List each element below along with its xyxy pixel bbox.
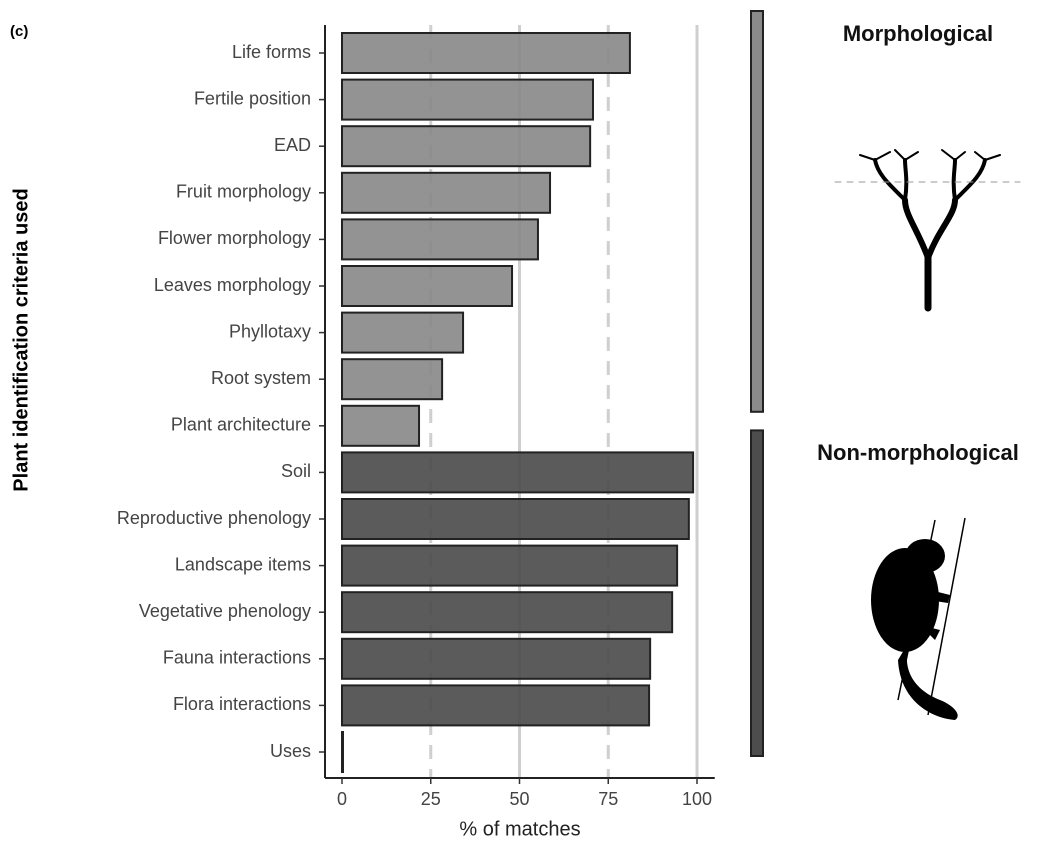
y-tick-label: Fauna interactions	[163, 648, 311, 668]
y-tick-label: Leaves morphology	[154, 275, 311, 295]
y-tick-label: Uses	[270, 741, 311, 761]
bar	[342, 173, 550, 213]
x-tick-label: 100	[682, 789, 712, 809]
bar	[342, 80, 593, 120]
y-tick-label: Phyllotaxy	[229, 321, 311, 341]
bar	[342, 639, 650, 679]
y-tick-label: EAD	[274, 135, 311, 155]
y-tick-label: Vegetative phenology	[139, 601, 311, 621]
group-bar	[751, 430, 763, 756]
panel-label: (c)	[10, 23, 28, 40]
chart: (c) % of matches Plant identification cr…	[0, 0, 1040, 844]
group-label: Non-morphological	[817, 440, 1019, 465]
y-tick-label: Landscape items	[175, 554, 311, 574]
y-tick-label: Life forms	[232, 42, 311, 62]
bar	[342, 546, 677, 586]
monkey-icon	[871, 518, 965, 720]
y-tick-label: Soil	[281, 461, 311, 481]
bar	[342, 592, 672, 632]
bar	[342, 33, 630, 73]
bar	[342, 685, 649, 725]
tree-icon	[835, 150, 1020, 308]
y-tick-label: Plant architecture	[171, 415, 311, 435]
group-label: Morphological	[843, 21, 993, 46]
x-tick-label: 0	[337, 789, 347, 809]
group-bar	[751, 11, 763, 412]
bar	[342, 219, 538, 259]
y-tick-label: Fertile position	[194, 88, 311, 108]
bar	[342, 406, 419, 446]
y-tick-label: Flower morphology	[158, 228, 311, 248]
y-tick-label: Root system	[211, 368, 311, 388]
bar	[342, 266, 512, 306]
y-tick-label: Flora interactions	[173, 694, 311, 714]
x-tick-label: 25	[421, 789, 441, 809]
bar	[342, 313, 463, 353]
x-axis-label: % of matches	[459, 818, 580, 840]
x-tick-label: 75	[598, 789, 618, 809]
bar	[342, 499, 689, 539]
bar	[342, 359, 442, 399]
y-tick-label: Reproductive phenology	[117, 508, 311, 528]
y-axis-label: Plant identification criteria used	[10, 188, 32, 491]
bar	[342, 126, 590, 166]
bar	[342, 452, 693, 492]
bar	[342, 732, 343, 772]
x-tick-label: 50	[509, 789, 529, 809]
y-tick-label: Fruit morphology	[176, 182, 311, 202]
